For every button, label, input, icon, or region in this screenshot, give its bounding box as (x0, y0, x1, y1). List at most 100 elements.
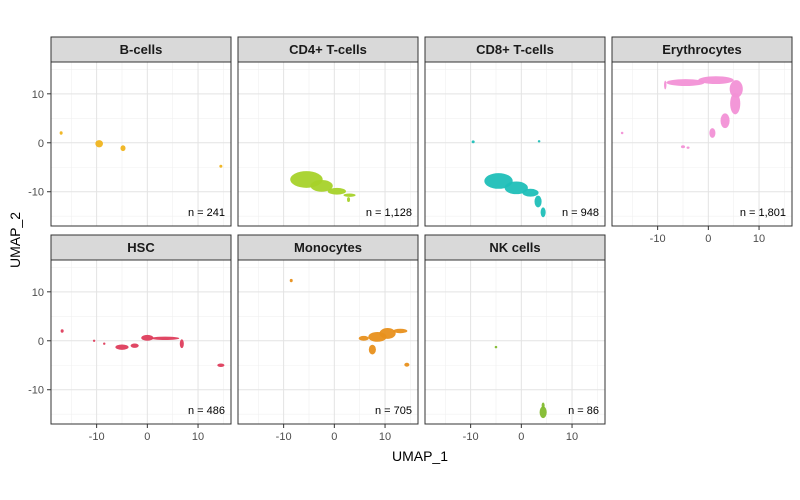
x-tick-label: 10 (566, 431, 578, 443)
data-cluster (310, 179, 333, 192)
count-annotation: n = 1,128 (366, 207, 412, 219)
plot-border (424, 259, 606, 425)
count-annotation: n = 705 (375, 405, 412, 417)
data-cluster (540, 207, 546, 218)
plot-background (238, 260, 418, 424)
plot-border (424, 61, 606, 227)
data-cluster (358, 335, 369, 341)
y-tick-label: 10 (32, 287, 44, 299)
x-tick-label: 10 (379, 431, 391, 443)
data-cluster (115, 344, 129, 350)
plot-background (612, 62, 792, 226)
count-annotation: n = 241 (188, 207, 225, 219)
data-cluster (730, 92, 741, 115)
data-cluster (179, 339, 184, 349)
plot-area: n = 705 -10 0 10 (237, 259, 419, 443)
facet-title: HSC (127, 240, 155, 255)
data-cluster (494, 345, 498, 349)
data-cluster (150, 336, 180, 341)
plot-border (611, 61, 793, 227)
data-cluster (379, 328, 396, 339)
data-cluster (95, 140, 103, 148)
plot-area: n = 486 10 0 -10 -10 0 10 (28, 259, 232, 443)
data-cluster (620, 131, 624, 135)
facet-0: B-cells n = 241 10 0 -10 (28, 36, 232, 227)
data-cluster (504, 181, 528, 195)
facet-5: Monocytes n = 705 -10 0 10 (237, 234, 419, 443)
data-cluster (219, 164, 223, 168)
x-tick-label: -10 (650, 233, 666, 245)
data-cluster (664, 80, 667, 90)
data-cluster (141, 334, 154, 341)
y-tick-label: -10 (28, 187, 44, 199)
x-tick-label: 0 (331, 431, 337, 443)
plot-background (238, 62, 418, 226)
plot-border (50, 61, 232, 227)
data-cluster (217, 363, 225, 367)
plot-area: n = 86 -10 0 10 (424, 259, 606, 443)
data-cluster (534, 195, 542, 208)
facet-title: NK cells (489, 240, 540, 255)
y-tick-label: 0 (38, 138, 44, 150)
plot-border (237, 259, 419, 425)
facet-strip (50, 36, 232, 63)
facet-title: B-cells (120, 42, 163, 57)
x-tick-label: -10 (276, 431, 292, 443)
x-tick-label: 10 (753, 233, 765, 245)
x-tick-label: 0 (144, 431, 150, 443)
data-cluster (368, 344, 376, 355)
data-cluster (120, 145, 126, 152)
data-cluster (666, 79, 705, 86)
facet-strip (424, 36, 606, 63)
facet-title: Monocytes (294, 240, 362, 255)
data-cluster (130, 343, 139, 348)
facet-title: CD8+ T-cells (476, 42, 554, 57)
data-cluster (103, 342, 106, 345)
data-cluster (471, 140, 475, 144)
plot-background (51, 62, 231, 226)
plot-background (425, 260, 605, 424)
x-tick-label: 0 (518, 431, 524, 443)
x-axis-title: UMAP_1 (392, 448, 448, 464)
facet-1: CD4+ T-cells n = 1,128 (237, 36, 419, 227)
plot-area: n = 948 (424, 61, 606, 227)
facet-6: NK cells n = 86 -10 0 10 (424, 234, 606, 443)
data-cluster (680, 145, 686, 149)
data-cluster (698, 76, 734, 85)
count-annotation: n = 486 (188, 405, 225, 417)
facet-strip (237, 234, 419, 261)
y-tick-label: -10 (28, 385, 44, 397)
plot-background (425, 62, 605, 226)
facet-strip (50, 234, 232, 261)
y-tick-label: 10 (32, 89, 44, 101)
plot-border (237, 61, 419, 227)
data-cluster (484, 173, 513, 189)
data-cluster (393, 328, 408, 334)
plot-border (50, 259, 232, 425)
data-cluster (59, 131, 63, 135)
facet-strip (611, 36, 793, 63)
facet-title: CD4+ T-cells (289, 42, 367, 57)
facet-2: CD8+ T-cells n = 948 (424, 36, 606, 227)
facet-title: Erythrocytes (662, 42, 741, 57)
x-tick-label: 0 (705, 233, 711, 245)
facet-4: HSC n = 486 10 0 -10 -10 0 10 (28, 234, 232, 443)
x-tick-label: -10 (463, 431, 479, 443)
plot-area: n = 241 10 0 -10 (28, 61, 232, 227)
panels-layer: B-cells n = 241 10 0 -10 CD4+ T-cells n = 1,12… (28, 36, 793, 443)
count-annotation: n = 948 (562, 207, 599, 219)
plot-area: n = 1,128 (237, 61, 419, 227)
data-cluster (60, 329, 64, 333)
y-tick-label: 0 (38, 336, 44, 348)
count-annotation: n = 1,801 (740, 207, 786, 219)
count-annotation: n = 86 (568, 405, 599, 417)
data-cluster (686, 146, 690, 149)
data-cluster (343, 193, 356, 197)
data-cluster (289, 278, 293, 283)
data-cluster (404, 362, 410, 367)
y-axis-title: UMAP_2 (7, 212, 23, 268)
facet-strip (424, 234, 606, 261)
data-cluster (327, 187, 346, 195)
data-cluster (92, 339, 96, 342)
